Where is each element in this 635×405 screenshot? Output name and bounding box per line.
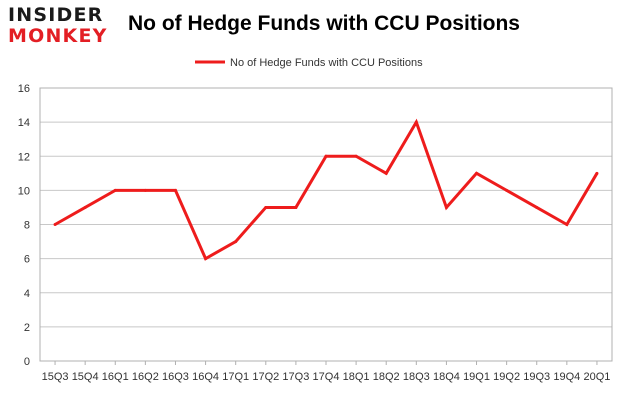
insider-monkey-logo: INSIDER MONKEY	[8, 6, 114, 46]
data-point	[354, 154, 358, 158]
x-tick-label: 16Q2	[132, 371, 159, 383]
data-point	[294, 205, 298, 209]
logo-line-monkey: MONKEY	[8, 25, 108, 47]
data-point	[143, 188, 147, 192]
x-tick-label: 16Q3	[162, 371, 189, 383]
x-axis: 15Q3 15Q4 16Q1 16Q2 16Q3 16Q4 17Q1 17Q2 17Q3 17Q4…	[42, 361, 610, 383]
series-group	[53, 118, 599, 261]
y-tick-label: 10	[18, 185, 30, 197]
x-tick-label: 17Q2	[252, 371, 279, 383]
data-point	[264, 205, 268, 209]
y-tick-label: 12	[18, 151, 30, 163]
legend: No of Hedge Funds with CCU Positions	[195, 57, 423, 69]
y-axis: 0 2 4 6 8 10 12 14 16	[18, 83, 30, 368]
y-tick-label: 2	[24, 322, 30, 334]
data-point	[234, 240, 238, 244]
y-tick-label: 8	[24, 220, 30, 232]
y-tick-label: 0	[24, 356, 30, 368]
x-tick-label: 18Q4	[433, 371, 460, 383]
data-point	[475, 171, 479, 175]
data-point	[173, 188, 177, 192]
data-point	[535, 205, 539, 209]
x-tick-label: 17Q4	[313, 371, 340, 383]
data-point	[83, 205, 87, 209]
y-tick-label: 4	[24, 288, 30, 300]
y-tick-label: 16	[18, 83, 30, 95]
chart-title: No of Hedge Funds with CCU Positions	[128, 12, 520, 35]
y-tick-label: 6	[24, 254, 30, 266]
y-tick-label: 14	[18, 117, 30, 129]
x-tick-label: 19Q1	[463, 371, 490, 383]
data-point	[113, 188, 117, 192]
x-tick-label: 18Q2	[373, 371, 400, 383]
x-tick-label: 18Q1	[343, 371, 370, 383]
data-point	[565, 223, 569, 226]
x-tick-label: 18Q3	[403, 371, 430, 383]
x-tick-label: 15Q4	[72, 371, 99, 383]
x-tick-label: 17Q1	[222, 371, 249, 383]
data-point	[53, 223, 57, 226]
data-point	[204, 257, 208, 261]
x-tick-label: 16Q4	[192, 371, 219, 383]
x-tick-label: 16Q1	[102, 371, 129, 383]
data-point	[414, 120, 418, 124]
legend-label: No of Hedge Funds with CCU Positions	[230, 57, 423, 69]
data-point	[595, 171, 599, 175]
data-point	[444, 205, 448, 209]
x-tick-label: 15Q3	[42, 371, 69, 383]
x-tick-label: 19Q4	[553, 371, 580, 383]
x-tick-label: 17Q3	[282, 371, 309, 383]
data-point	[505, 188, 509, 192]
x-tick-label: 19Q3	[523, 371, 550, 383]
x-tick-label: 19Q2	[493, 371, 520, 383]
data-point	[324, 154, 328, 158]
x-tick-label: 20Q1	[583, 371, 610, 383]
data-point	[384, 171, 388, 175]
logo-line-insider: INSIDER	[8, 4, 104, 26]
grid-lines	[40, 87, 612, 362]
